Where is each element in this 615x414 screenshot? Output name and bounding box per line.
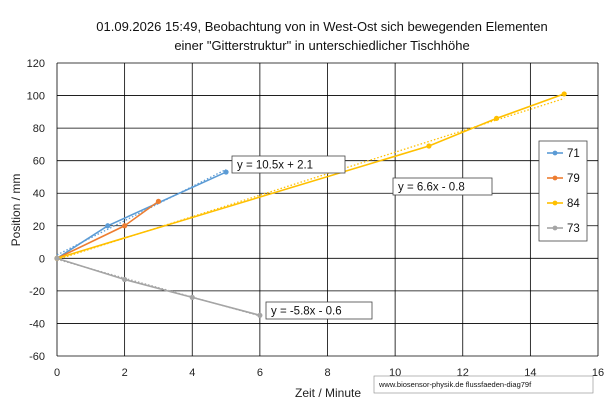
equation-label-84: y = 6.6x - 0.8 (398, 182, 465, 194)
x-tick-label: 4 (189, 367, 195, 379)
y-tick-label: 120 (27, 58, 45, 70)
y-tick-label: 100 (27, 91, 45, 103)
y-tick-label: 40 (33, 188, 45, 200)
data-series (54, 91, 567, 318)
x-axis-label: Zeit / Minute (295, 386, 361, 400)
footer-text: www.biosensor-physik.de flussfaeden-diag… (378, 380, 532, 389)
data-point-79 (122, 223, 128, 229)
legend: 71 79 84 73 (538, 140, 588, 242)
equation-label-71: y = 10.5x + 2.1 (237, 160, 313, 172)
x-tick-label: 2 (122, 367, 128, 379)
trendlines (56, 97, 565, 317)
data-point-79 (155, 198, 162, 204)
equation-box-84 (392, 177, 493, 196)
y-tick-label: -40 (29, 318, 45, 330)
data-point-84 (493, 115, 500, 121)
trendline-equations: y = 10.5x + 2.1 y = 6.6x - 0.8 y = -5.8x -… (231, 155, 493, 320)
y-tick-label: 80 (33, 123, 45, 135)
equation-label-73: y = -5.8x - 0.6 (271, 306, 342, 318)
series-line-73 (56, 257, 261, 317)
series-line-84 (56, 93, 565, 260)
legend-marker-79 (552, 175, 558, 181)
legend-box (538, 140, 588, 242)
y-tick-label: 20 (33, 221, 45, 233)
y-tick-label: -20 (29, 286, 45, 298)
grid (56, 62, 599, 357)
legend-marker-73 (552, 225, 558, 231)
legend-marker-71 (552, 150, 558, 156)
legend-marker-84 (552, 200, 558, 206)
equation-box-71 (231, 155, 346, 174)
chart-title-line-1: 01.09.2026 15:49, Beobachtung von in Wes… (96, 19, 547, 34)
y-tick-label: 60 (33, 156, 45, 168)
chart-title: 01.09.2026 15:49, Beobachtung von in Wes… (96, 19, 547, 53)
equation-box-73 (265, 301, 373, 320)
footer: www.biosensor-physik.de flussfaeden-diag… (373, 375, 594, 394)
data-point-71 (223, 169, 229, 175)
x-tick-label: 16 (592, 367, 604, 379)
data-point-73 (189, 294, 195, 300)
legend-label-84: 84 (567, 198, 580, 210)
data-point-84 (561, 91, 567, 97)
legend-label-71: 71 (567, 148, 580, 160)
data-point-84 (426, 143, 432, 149)
legend-label-73: 73 (567, 223, 580, 235)
data-point-73 (122, 276, 128, 283)
x-tick-label: 8 (324, 367, 330, 379)
y-axis-label: Position / mm (9, 174, 23, 247)
y-tick-label: -60 (29, 351, 45, 363)
data-point-73 (257, 312, 263, 318)
chart-title-line-2: einer "Gitterstruktur" in unterschiedlic… (174, 38, 469, 53)
x-tick-label: 0 (54, 367, 60, 379)
data-point-71 (105, 223, 111, 229)
legend-label-79: 79 (567, 173, 580, 185)
x-tick-label: 6 (257, 367, 263, 379)
data-point-73 (54, 255, 60, 261)
y-tick-label: 0 (39, 253, 45, 265)
footer-box (373, 375, 594, 394)
